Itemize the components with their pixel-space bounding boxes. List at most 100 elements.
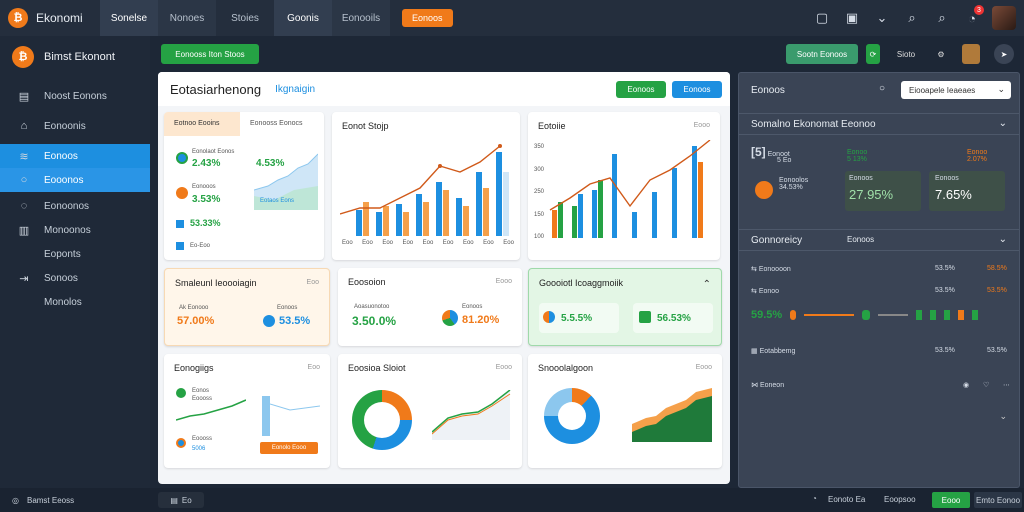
- notification-icon[interactable]: ◔ 3: [962, 5, 984, 28]
- navigate-icon[interactable]: ➤: [994, 44, 1014, 64]
- heat-strip: 59.5%: [751, 309, 979, 321]
- tab-3[interactable]: Stoies: [231, 12, 259, 24]
- y-label: 250: [534, 189, 545, 195]
- area-sparkline: [254, 153, 318, 210]
- more-icon[interactable]: ⋯: [1003, 382, 1010, 389]
- gallery-icon[interactable]: ▣: [845, 10, 859, 25]
- sidebar-item-1[interactable]: ▤ Noost Eonons: [0, 84, 150, 108]
- status-widget[interactable]: ▤ Eo: [158, 492, 204, 508]
- user-thumb[interactable]: [962, 44, 980, 64]
- row-label: Eotabbemg: [759, 348, 796, 355]
- row-value: 53.5%: [987, 287, 1007, 294]
- tab-2[interactable]: Nonoes: [158, 0, 216, 36]
- period-select[interactable]: Eiooapele Ieaeaes ⌄: [901, 81, 1011, 99]
- chevron-down-icon[interactable]: ⌄: [999, 411, 1007, 421]
- area-chart-card: Snooolalgoon Eooo: [528, 354, 722, 468]
- stat-row: Eonoolos 34.53%: [779, 177, 808, 191]
- stat-value: 7.65%: [935, 187, 972, 202]
- x-label: Eoo: [483, 240, 494, 246]
- sidebar-item-label: Eonoos: [44, 150, 78, 162]
- tab-5[interactable]: Eonooils: [332, 0, 390, 36]
- page-subtitle[interactable]: Ikgnaigin: [275, 83, 316, 95]
- stat-value: 27.95%: [849, 187, 894, 202]
- bar-line-chart: [340, 144, 509, 236]
- status-green-button[interactable]: Eooo: [932, 492, 970, 508]
- brand-name: Ekonomi: [36, 11, 83, 25]
- status-right-label: Eonoto Ea: [828, 495, 866, 504]
- y-label: 100: [534, 234, 545, 240]
- sidebar-item-4[interactable]: ○ Eooonos: [0, 168, 150, 192]
- search-alt-icon[interactable]: ⌕: [938, 10, 946, 25]
- card-title: Eoosoion: [348, 277, 386, 287]
- settings-icon[interactable]: ⚙: [937, 49, 945, 59]
- table-row[interactable]: ⇆ Eonoooon 53.5% 58.5%: [751, 265, 1011, 273]
- sidebar-item-5[interactable]: ◌ Eonoonos: [0, 194, 150, 218]
- status-right-button[interactable]: Emto Eonoo: [974, 492, 1022, 508]
- document-icon[interactable]: ▢: [815, 10, 829, 25]
- metric-label: Eonolaot Eonos: [192, 149, 235, 155]
- bar-indicator: [262, 396, 270, 436]
- grid-icon: ▦: [751, 348, 758, 355]
- stat-label: Eonoos: [935, 175, 959, 182]
- brand[interactable]: ₿ Ekonomi: [0, 8, 100, 28]
- table-row[interactable]: ⇆ Eonoo 53.5% 53.5%: [751, 287, 1011, 295]
- metric-label: Aoasuonotoo: [354, 304, 390, 310]
- top-action-button[interactable]: Eonoos: [402, 9, 453, 27]
- table-row[interactable]: ⋈ Eoneon ◉ ♡ ⋯: [751, 381, 1011, 389]
- sub-label: Sioto: [896, 49, 916, 59]
- metric-value: 81.20%: [462, 314, 500, 326]
- eye-icon[interactable]: ◉: [963, 382, 970, 389]
- metric-label: Eoooss: [192, 436, 213, 442]
- progress-card: Eonogiigs Eoo Eonos Eoooss Eoooss 5006 E…: [164, 354, 330, 468]
- tab-summary[interactable]: Eotnoo Eooins: [174, 120, 220, 127]
- sidebar-item-label: Monoonos: [44, 224, 91, 236]
- donut-card: Eoosioa Sloiot Eooo: [338, 354, 522, 468]
- main-blue-button[interactable]: Eonoos: [672, 81, 722, 98]
- house-icon: [639, 311, 651, 323]
- row-label: Eonoo: [758, 288, 780, 295]
- refresh-icon[interactable]: ⟳: [866, 44, 880, 64]
- sidebar-item-8[interactable]: ⇥ Sonoos: [0, 266, 150, 290]
- savings-card: Smaleunl Ieoooiagin Eoo Ak Eonooo 57.00%…: [164, 268, 330, 346]
- sidebar-item-6[interactable]: ▥ Monoonos: [0, 218, 150, 242]
- avatar[interactable]: [992, 6, 1016, 30]
- sidebar-item-3[interactable]: ≋ Eonoos: [0, 144, 150, 168]
- tab-4[interactable]: Goonis: [274, 0, 332, 36]
- tab-1[interactable]: Sonelse: [100, 0, 158, 36]
- card-title: Eotoiie: [538, 121, 566, 131]
- table-row[interactable]: ▦ Eotabbemg 53.5% 53.5%: [751, 347, 1011, 355]
- grid-icon: ▤: [18, 90, 30, 103]
- card-meta: Eooo: [695, 364, 712, 371]
- right-header: Eonoos ○ Eiooapele Ieaeaes ⌄: [739, 73, 1019, 107]
- status-right-text: Eoopsoo: [884, 495, 916, 504]
- search-icon[interactable]: ⌕: [908, 10, 916, 25]
- main-green-button[interactable]: Eonoos: [616, 81, 666, 98]
- folder-icon: ▥: [18, 224, 30, 237]
- sub-bar: Eonooss Iton Stoos Sootn Eonoos ⟳ Sioto …: [150, 36, 1024, 72]
- card-title: Smaleunl Ieoooiagin: [175, 278, 257, 288]
- row-value: 53.5%: [987, 347, 1007, 354]
- info-icon[interactable]: ○: [879, 83, 886, 94]
- section-header[interactable]: Somalno Ekonomat Eeonoo ⌄: [739, 113, 1019, 135]
- sidebar-item-9[interactable]: Monolos: [0, 290, 150, 314]
- tab-details[interactable]: Eonooss Eonocs: [250, 120, 303, 127]
- progress-button[interactable]: Eonolo Eooo: [260, 442, 318, 454]
- card-title: Eonot Stojp: [342, 121, 389, 131]
- sidebar-item-7[interactable]: Eoponts: [0, 242, 150, 266]
- metric-value: 2.43%: [192, 158, 221, 169]
- sub-teal-button[interactable]: Sootn Eonoos: [786, 44, 858, 64]
- card-title: Eonogiigs: [174, 363, 214, 373]
- heart-icon[interactable]: ♡: [983, 382, 990, 389]
- sidebar-item-2[interactable]: ⌂ Eonoonis: [0, 114, 150, 138]
- status-icon: ◎: [12, 495, 19, 505]
- sub-primary-button[interactable]: Eonooss Iton Stoos: [161, 44, 259, 64]
- row-value: 53.5%: [935, 287, 955, 294]
- sidebar-brand[interactable]: ₿ Bimst Ekonont: [0, 36, 150, 78]
- group-icon: [543, 311, 555, 323]
- metric-label: Eonooos: [192, 184, 216, 190]
- chevron-down-icon[interactable]: ⌄: [876, 10, 888, 25]
- section-header[interactable]: Gonnoreicy Eonoos ⌄: [739, 229, 1019, 251]
- top-icons: ▢ ▣ ⌄ ⌕ ⌕ ◔ 3: [812, 5, 1016, 30]
- chevron-up-icon[interactable]: ⌃: [702, 279, 711, 290]
- sidebar-item-label: Noost Eonons: [44, 90, 107, 102]
